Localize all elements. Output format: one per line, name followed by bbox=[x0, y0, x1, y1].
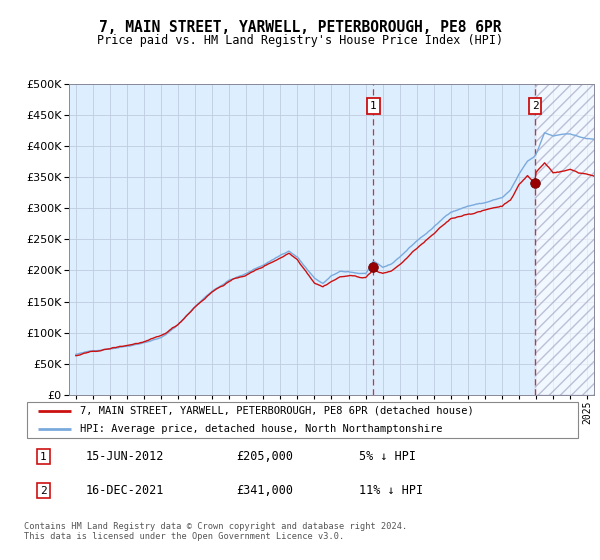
Text: £205,000: £205,000 bbox=[236, 450, 293, 463]
Text: 2: 2 bbox=[40, 486, 47, 496]
Text: 15-JUN-2012: 15-JUN-2012 bbox=[85, 450, 164, 463]
Text: 1: 1 bbox=[370, 101, 377, 111]
Text: 5% ↓ HPI: 5% ↓ HPI bbox=[359, 450, 416, 463]
Text: 2: 2 bbox=[532, 101, 539, 111]
Text: 11% ↓ HPI: 11% ↓ HPI bbox=[359, 484, 423, 497]
Text: 7, MAIN STREET, YARWELL, PETERBOROUGH, PE8 6PR (detached house): 7, MAIN STREET, YARWELL, PETERBOROUGH, P… bbox=[80, 406, 473, 416]
FancyBboxPatch shape bbox=[27, 402, 578, 438]
Text: 1: 1 bbox=[40, 451, 47, 461]
Text: HPI: Average price, detached house, North Northamptonshire: HPI: Average price, detached house, Nort… bbox=[80, 424, 442, 434]
Text: 7, MAIN STREET, YARWELL, PETERBOROUGH, PE8 6PR: 7, MAIN STREET, YARWELL, PETERBOROUGH, P… bbox=[99, 20, 501, 35]
Text: £341,000: £341,000 bbox=[236, 484, 293, 497]
Bar bbox=[535, 84, 600, 395]
Text: 16-DEC-2021: 16-DEC-2021 bbox=[85, 484, 164, 497]
Text: Price paid vs. HM Land Registry's House Price Index (HPI): Price paid vs. HM Land Registry's House … bbox=[97, 34, 503, 46]
Text: Contains HM Land Registry data © Crown copyright and database right 2024.
This d: Contains HM Land Registry data © Crown c… bbox=[24, 522, 407, 542]
